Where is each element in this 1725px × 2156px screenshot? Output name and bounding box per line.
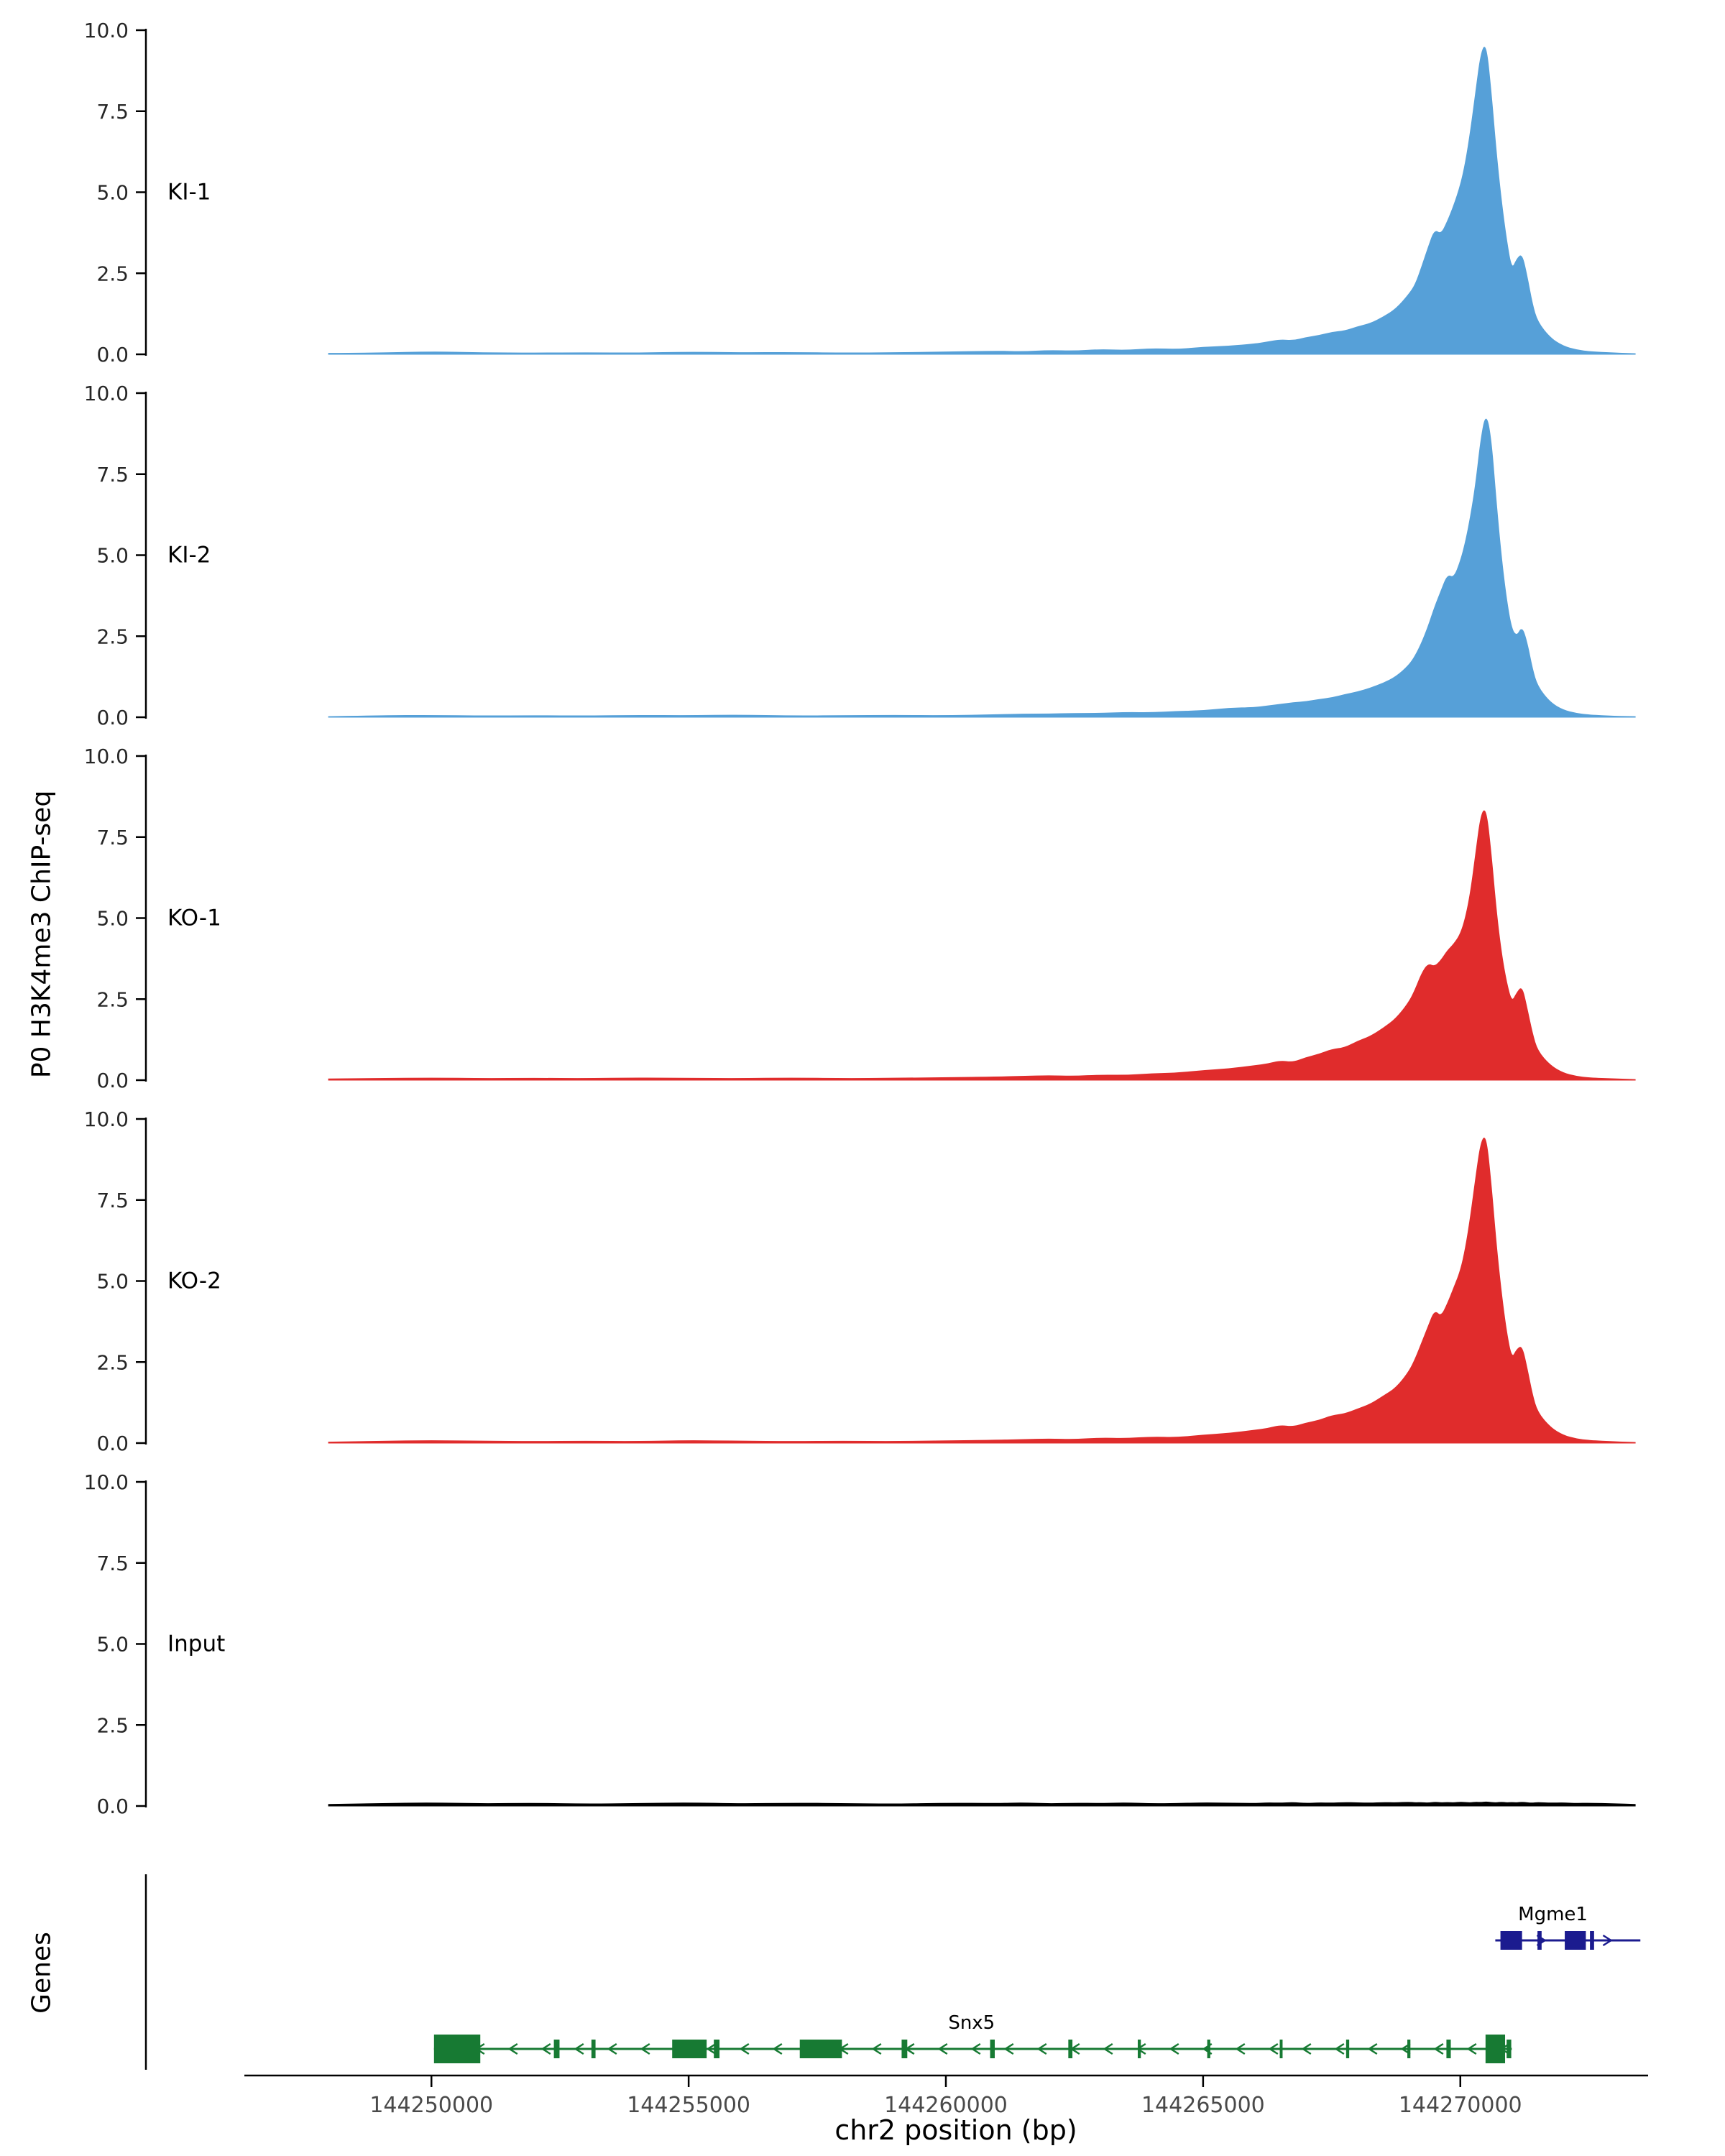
gene-exon bbox=[1346, 2040, 1350, 2058]
signal-area-KI-1 bbox=[328, 47, 1636, 355]
gene-exon bbox=[1407, 2040, 1411, 2058]
gene-exon bbox=[1068, 2040, 1073, 2058]
gene-exon bbox=[901, 2040, 908, 2058]
gene-exon bbox=[591, 2040, 596, 2058]
strand-arrow-icon bbox=[772, 2042, 783, 2055]
y-tick-label: 5.0 bbox=[96, 907, 129, 931]
y-tick-label: 7.5 bbox=[96, 1552, 129, 1575]
y-tick-label: 2.5 bbox=[96, 262, 129, 285]
y-tick-label: 5.0 bbox=[96, 1270, 129, 1294]
y-tick-label: 5.0 bbox=[96, 181, 129, 205]
x-tick-label: 144260000 bbox=[884, 2093, 1008, 2118]
strand-arrow-icon bbox=[1036, 2042, 1047, 2055]
strand-arrow-icon bbox=[607, 2042, 617, 2055]
strand-arrow-icon bbox=[871, 2042, 882, 2055]
y-tick-label: 0.0 bbox=[96, 1795, 129, 1818]
strand-arrow-icon bbox=[970, 2042, 981, 2055]
track-label-Input: Input bbox=[167, 1631, 225, 1657]
track-KO-2: 0.0 2.5 5.0 7.5 10.0 KO-2 bbox=[84, 1110, 1636, 1455]
x-tick-label: 144265000 bbox=[1141, 2093, 1265, 2118]
y-tick-label: 10.0 bbox=[84, 384, 129, 405]
y-tick-label: 10.0 bbox=[84, 747, 129, 768]
track-label-KO-2: KO-2 bbox=[167, 1268, 221, 1294]
y-tick-label: 2.5 bbox=[96, 1350, 129, 1374]
track-label-KI-2: KI-2 bbox=[167, 543, 211, 568]
gene-exon bbox=[1137, 2040, 1141, 2058]
y-tick-label: 0.0 bbox=[96, 343, 129, 367]
track-KI-2: 0.0 2.5 5.0 7.5 10.0 KI-2 bbox=[84, 384, 1636, 729]
strand-arrow-icon bbox=[706, 2042, 717, 2055]
gene-exon bbox=[1446, 2040, 1451, 2058]
strand-arrow-icon bbox=[739, 2042, 750, 2055]
strand-arrow-icon bbox=[1301, 2042, 1312, 2055]
gene-exon bbox=[1207, 2040, 1210, 2058]
track-Input: 0.0 2.5 5.0 7.5 10.0 Input bbox=[84, 1473, 1636, 1818]
gene-exon bbox=[1485, 2035, 1506, 2063]
y-tick-label: 10.0 bbox=[84, 22, 129, 42]
signal-area-KO-2 bbox=[328, 1138, 1636, 1444]
y-tick-label: 0.0 bbox=[96, 1432, 129, 1455]
gene-exon bbox=[1565, 1931, 1586, 1950]
gene-exon bbox=[1279, 2040, 1283, 2058]
strand-arrow-icon bbox=[1466, 2042, 1477, 2055]
strand-arrow-icon bbox=[1334, 2042, 1345, 2055]
strand-arrow-icon bbox=[937, 2042, 948, 2055]
y-tick-label: 0.0 bbox=[96, 1069, 129, 1092]
y-tick-label: 7.5 bbox=[96, 463, 129, 487]
strand-arrow-icon bbox=[1103, 2042, 1113, 2055]
y-tick-label: 2.5 bbox=[96, 1713, 129, 1737]
y-tick-label: 7.5 bbox=[96, 1189, 129, 1212]
y-tick-label: 5.0 bbox=[96, 544, 129, 568]
gene-exon bbox=[990, 2040, 995, 2058]
x-axis-title: chr2 position (bp) bbox=[834, 2114, 1077, 2146]
gene-exon bbox=[714, 2040, 720, 2058]
strand-arrow-icon bbox=[1169, 2042, 1179, 2055]
gene-exon bbox=[1506, 2040, 1512, 2058]
strand-arrow-icon bbox=[1602, 1934, 1613, 1947]
signal-area-KO-1 bbox=[328, 810, 1636, 1081]
y-tick-label: 10.0 bbox=[84, 1110, 129, 1131]
gene-exon bbox=[1590, 1931, 1594, 1950]
gene-exon bbox=[799, 2040, 842, 2058]
y-tick-label: 5.0 bbox=[96, 1633, 129, 1657]
track-KI-1: 0.0 2.5 5.0 7.5 10.0 KI-1 bbox=[84, 22, 1636, 367]
genes-track: Mgme1 Snx5 bbox=[144, 1874, 1641, 2070]
gene-label-Mgme1: Mgme1 bbox=[1518, 1904, 1588, 1925]
y-tick-label: 7.5 bbox=[96, 826, 129, 849]
gene-exon bbox=[433, 2035, 481, 2063]
strand-arrow-icon bbox=[1268, 2042, 1279, 2055]
x-axis: 144250000 144255000 144260000 144265000 1442… bbox=[244, 2074, 1648, 2118]
y-tick-label: 2.5 bbox=[96, 987, 129, 1011]
track-label-KI-1: KI-1 bbox=[167, 180, 211, 206]
signal-area-KI-2 bbox=[328, 418, 1636, 718]
track-KO-1: 0.0 2.5 5.0 7.5 10.0 KO-1 bbox=[84, 747, 1636, 1092]
strand-arrow-icon bbox=[1235, 2042, 1246, 2055]
strand-arrow-icon bbox=[540, 2042, 551, 2055]
x-tick-label: 144270000 bbox=[1399, 2093, 1522, 2118]
strand-arrow-icon bbox=[1433, 2042, 1444, 2055]
y-tick-label: 7.5 bbox=[96, 100, 129, 124]
signal-area-Input bbox=[328, 1801, 1636, 1807]
gene-exon bbox=[1500, 1931, 1522, 1950]
strand-arrow-icon bbox=[1136, 2042, 1146, 2055]
x-tick-label: 144250000 bbox=[369, 2093, 493, 2118]
track-label-KO-1: KO-1 bbox=[167, 906, 221, 931]
y-tick-label: 10.0 bbox=[84, 1473, 129, 1494]
gene-exon bbox=[672, 2040, 707, 2058]
strand-arrow-icon bbox=[574, 2042, 584, 2055]
gene-exon bbox=[1537, 1931, 1542, 1950]
strand-arrow-icon bbox=[1367, 2042, 1378, 2055]
strand-arrow-icon bbox=[1003, 2042, 1014, 2055]
y-tick-label: 2.5 bbox=[96, 625, 129, 648]
gene-exon bbox=[553, 2040, 560, 2058]
strand-arrow-icon bbox=[507, 2042, 518, 2055]
signal-tracks: 0.0 2.5 5.0 7.5 10.0 KI-1 0.0 2.5 5.0 7.5 10.0 KI-2… bbox=[0, 22, 1725, 1836]
gene-label-Snx5: Snx5 bbox=[948, 2012, 995, 2034]
strand-arrow-icon bbox=[640, 2042, 650, 2055]
x-tick-label: 144255000 bbox=[627, 2093, 750, 2118]
y-tick-label: 0.0 bbox=[96, 706, 129, 729]
